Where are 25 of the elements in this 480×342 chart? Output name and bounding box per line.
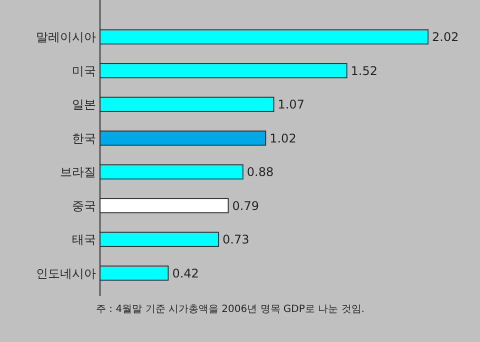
y-tick-label: 태국 [72,232,96,247]
data-label: 0.42 [172,266,199,280]
text: 주 : 4월말 기준 시가총액을 2006년 명목 GDP로 나눈 것임. [96,304,364,315]
y-tick-label: 미국 [72,64,96,78]
data-label: 1.07 [278,98,304,112]
bar [100,63,348,78]
y-tick-label: 브라질 [60,165,96,180]
bar [100,232,220,247]
y-tick-label: 중국 [72,198,96,213]
bar [100,266,169,281]
data-label: 2.02 [432,30,459,44]
data-label: 0.88 [246,165,274,180]
bar [100,96,274,112]
bar [100,130,266,146]
data-label: 0.73 [222,232,250,247]
data-label: 1.02 [270,131,296,146]
data-label: 0.79 [232,198,259,213]
y-tick-label: 한국 [72,131,96,146]
bar [100,198,229,214]
y-tick-label: 인도네시아 [36,266,96,280]
bar [100,29,428,44]
y-tick-label: 말레이시아 [36,30,96,44]
data-label: 1.52 [350,64,378,78]
y-tick-label: 일본 [72,98,96,112]
bar [100,164,244,180]
